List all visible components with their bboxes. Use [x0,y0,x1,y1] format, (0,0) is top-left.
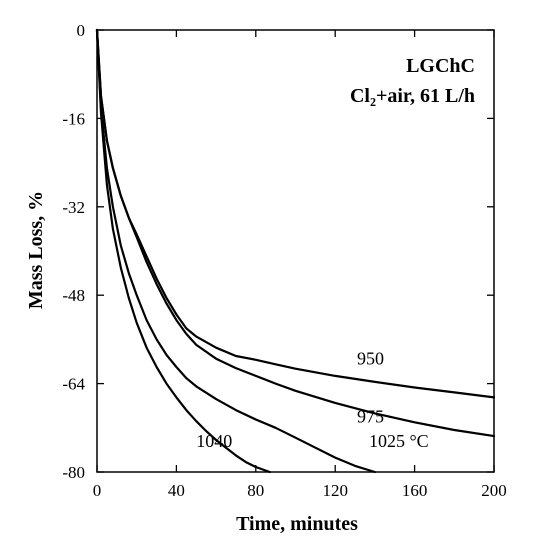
series-lines [95,28,496,474]
y-tick-label: -80 [62,463,85,482]
x-tick-label: 40 [168,481,185,500]
y-tick-label: 0 [77,21,86,40]
series-labels: 950 975 1025 °C 1040 [196,348,428,451]
series-label: 950 [357,348,384,368]
series-label: 1025 °C [369,431,429,451]
x-tick-label: 200 [481,481,507,500]
series-label: 1040 [196,431,232,451]
x-tick-label: 160 [402,481,428,500]
x-tick-label: 120 [322,481,348,500]
y-tick-label: -64 [62,375,85,394]
series-label: 975 [357,406,384,426]
axis-ticks: 0 40 80 120 160 200 0 -16 -32 -48 -64 -80 [62,21,506,500]
y-axis-title: Mass Loss, % [25,191,47,309]
series-line-1025C [95,28,376,474]
y-tick-label: -48 [62,286,85,305]
y-tick-label: -16 [62,109,85,128]
y-tick-label: -32 [62,198,85,217]
x-axis-title: Time, minutes [236,513,358,535]
series-line-975 [95,28,496,438]
plot-frame [96,29,495,473]
x-tick-label: 0 [93,481,102,500]
series-line-1040 [95,28,271,474]
x-tick-label: 80 [247,481,264,500]
chart-subtitle: Cl₂+air, 61 L/h [350,85,475,107]
chart-title: LGChC [406,55,475,77]
